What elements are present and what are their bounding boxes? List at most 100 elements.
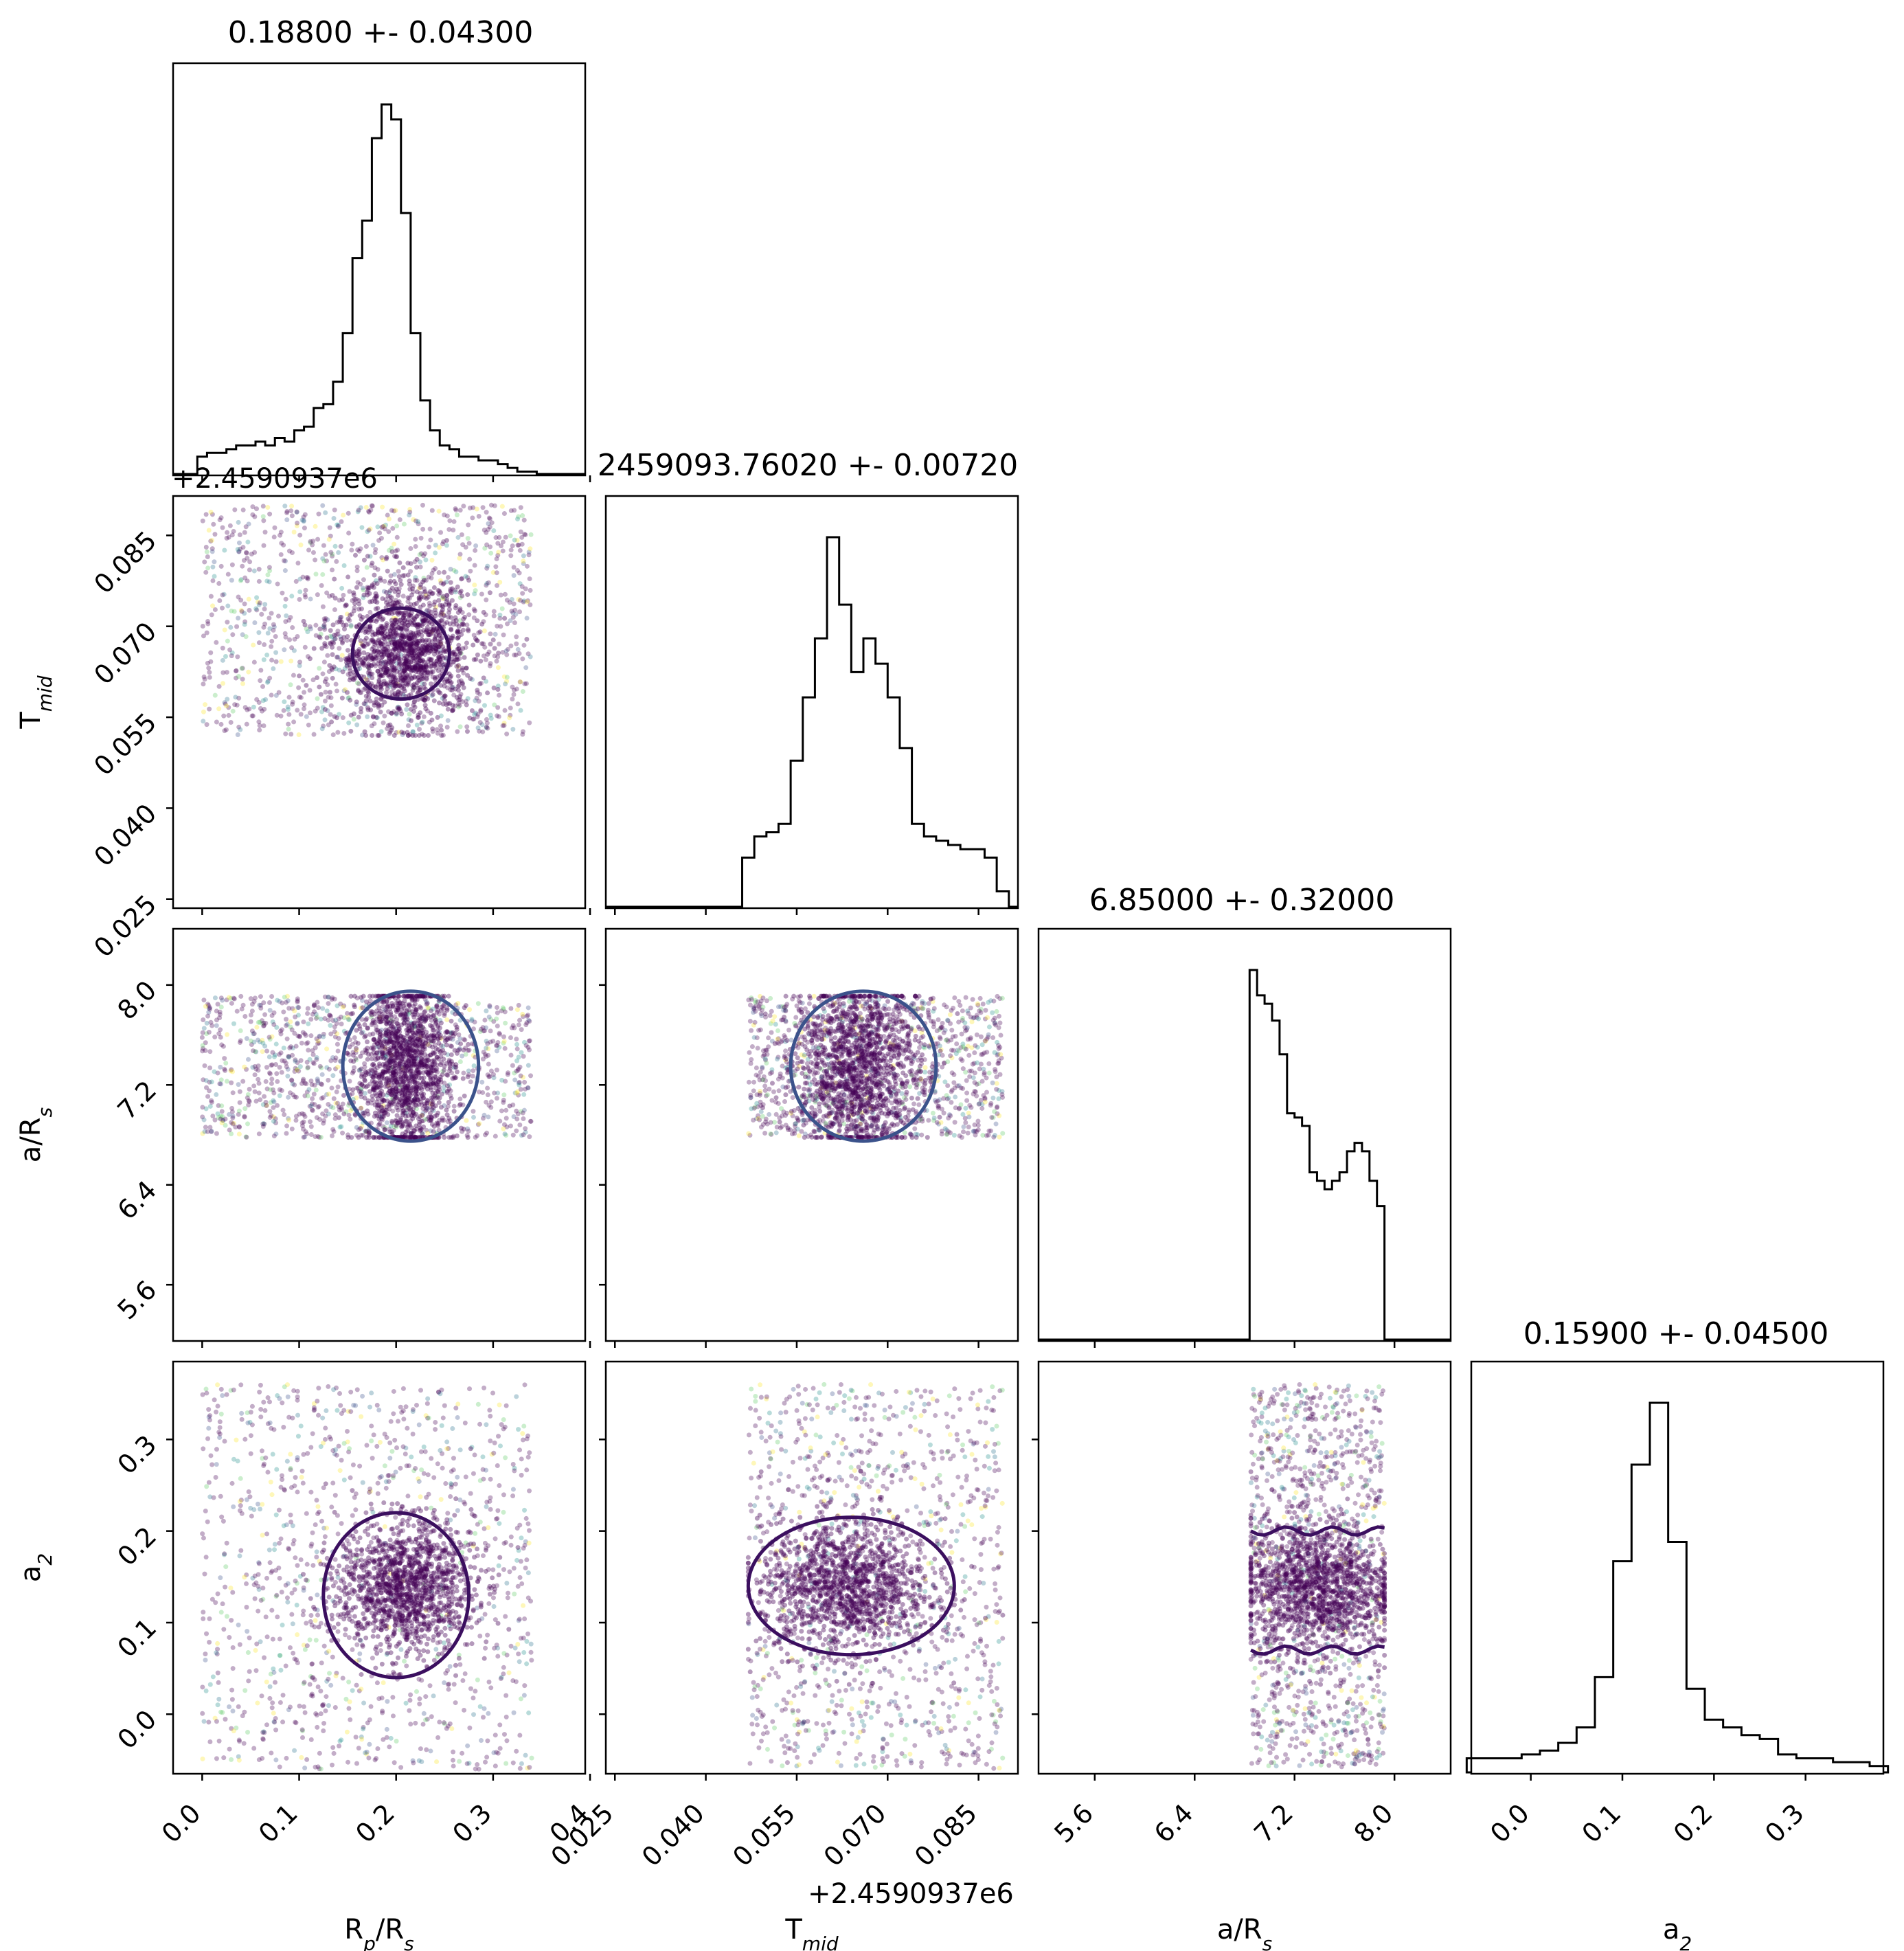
scatter-point: [322, 679, 328, 684]
scatter-point: [466, 1041, 471, 1047]
scatter-point: [271, 534, 277, 540]
scatter-point: [352, 993, 357, 999]
scatter-point: [436, 598, 442, 603]
scatter-point: [400, 691, 405, 697]
scatter-point: [410, 589, 416, 594]
scatter-point: [401, 613, 407, 619]
scatter-point: [247, 559, 253, 565]
scatter-point: [451, 519, 457, 524]
scatter-point: [422, 1018, 428, 1024]
scatter-point: [365, 1039, 370, 1045]
scatter-point: [460, 666, 465, 671]
scatter-point: [396, 1041, 402, 1047]
scatter-point: [429, 1077, 434, 1083]
scatter-point: [313, 523, 318, 529]
scatter-point: [521, 599, 526, 605]
scatter-point: [441, 694, 446, 699]
scatter-point: [245, 578, 250, 584]
scatter-point: [253, 1049, 258, 1055]
scatter-point: [411, 641, 416, 646]
scatter-point: [424, 1063, 430, 1069]
scatter-point: [228, 1068, 234, 1074]
scatter-point: [367, 526, 373, 532]
scatter-point: [229, 562, 235, 567]
scatter-point: [461, 504, 466, 509]
scatter-point: [383, 1084, 388, 1090]
scatter-point: [436, 508, 442, 514]
scatter-point: [220, 670, 226, 675]
scatter-point: [383, 1008, 389, 1013]
scatter-point: [418, 993, 424, 999]
scatter-point: [437, 655, 442, 660]
scatter-point: [457, 556, 462, 561]
scatter-point: [269, 1034, 275, 1039]
scatter-point: [393, 621, 398, 627]
scatter-point: [498, 624, 503, 629]
scatter-point: [416, 1070, 422, 1076]
scatter-point: [394, 1085, 399, 1090]
scatter-point: [422, 1008, 428, 1014]
scatter-point: [367, 998, 373, 1004]
scatter-point: [455, 630, 460, 635]
scatter-point: [208, 509, 214, 515]
scatter-point: [225, 572, 231, 577]
scatter-point: [422, 590, 427, 596]
scatter-point: [484, 597, 489, 602]
scatter-point: [219, 1103, 225, 1109]
scatter-point: [348, 697, 353, 703]
scatter-point: [467, 715, 473, 721]
scatter-point: [442, 693, 448, 699]
scatter-point: [486, 1046, 491, 1052]
scatter-point: [424, 664, 429, 669]
scatter-point: [409, 718, 414, 723]
scatter-point: [204, 722, 209, 728]
scatter-point: [314, 1057, 319, 1062]
scatter-point: [393, 643, 398, 649]
scatter-point: [381, 1076, 387, 1081]
scatter-point: [398, 582, 404, 587]
scatter-point: [257, 600, 262, 606]
scatter-point: [358, 581, 363, 587]
scatter-point: [356, 663, 362, 668]
scatter-point: [446, 614, 451, 620]
scatter-point: [449, 1052, 454, 1057]
scatter-point: [387, 634, 392, 640]
scatter-point: [422, 551, 428, 556]
scatter-point: [376, 630, 381, 635]
scatter-point: [209, 546, 215, 552]
scatter-point: [370, 633, 376, 638]
scatter-point: [402, 1046, 407, 1051]
scatter-point: [372, 598, 378, 604]
scatter-point: [425, 1005, 431, 1011]
scatter-point: [396, 609, 401, 614]
scatter-point: [361, 701, 367, 706]
scatter-point: [242, 1114, 247, 1119]
scatter-point: [521, 598, 527, 604]
scatter-point: [401, 621, 407, 627]
scatter-point: [303, 1033, 308, 1038]
scatter-point: [501, 632, 506, 638]
scatter-point: [497, 692, 502, 698]
scatter-point: [244, 1134, 249, 1140]
scatter-point: [359, 690, 364, 695]
scatter-point: [438, 602, 443, 608]
scatter-point: [330, 1127, 336, 1132]
scatter-point: [446, 1035, 452, 1041]
scatter-point: [427, 629, 433, 635]
scatter-point: [413, 1030, 418, 1035]
scatter-point: [364, 642, 370, 647]
scatter-point: [282, 504, 288, 509]
scatter-point: [404, 1085, 409, 1091]
scatter-point: [401, 669, 407, 675]
scatter-point: [403, 993, 408, 999]
scatter-point: [416, 1064, 421, 1070]
scatter-point: [445, 1029, 451, 1035]
scatter-point: [248, 996, 253, 1002]
scatter-point: [442, 1063, 447, 1069]
scatter-point: [420, 643, 426, 649]
scatter-point: [402, 661, 407, 666]
scatter-point: [256, 1037, 261, 1043]
scatter-point: [505, 646, 510, 652]
scatter-point: [418, 1037, 423, 1043]
scatter-point: [302, 1081, 308, 1086]
